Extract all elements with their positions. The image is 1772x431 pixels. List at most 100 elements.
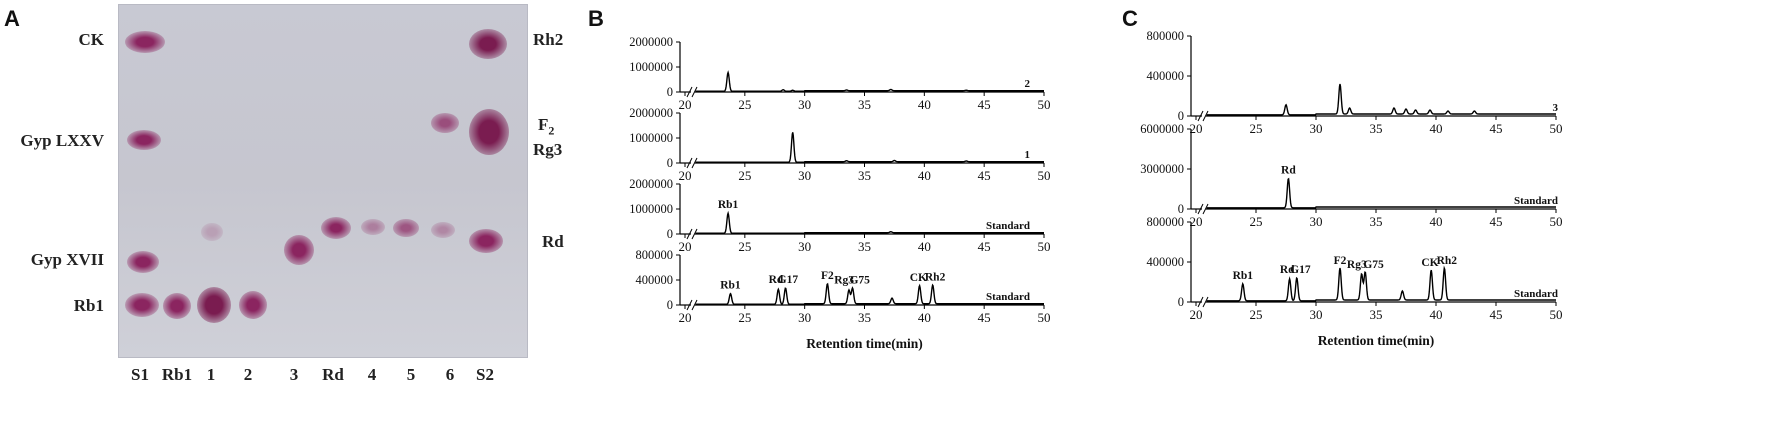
series-line (695, 132, 1044, 163)
x-tick-label: 45 (1490, 121, 1503, 136)
y-tick-label: 0 (1178, 202, 1184, 216)
x-tick-label: 20 (679, 97, 692, 112)
x-tick-label: 40 (918, 97, 931, 112)
x-tick-label: 35 (858, 310, 871, 325)
peak-label: Rb1 (718, 199, 739, 211)
lane-label: 2 (243, 365, 253, 384)
x-tick-label: 25 (738, 168, 751, 183)
tlc-spot (469, 229, 503, 253)
y-tick-label: 800000 (1147, 215, 1185, 229)
peak-label: G75 (1363, 259, 1384, 271)
series-label: 1 (1025, 149, 1031, 161)
tlc-spot (393, 219, 419, 237)
peak-label: G17 (1290, 264, 1311, 276)
y-tick-label: 3000000 (1140, 162, 1184, 176)
x-tick-label: 30 (1310, 214, 1323, 229)
tlc-spot (127, 251, 159, 273)
x-tick-label: 30 (798, 168, 811, 183)
y-tick-label: 1000000 (629, 131, 673, 145)
x-tick-label: 50 (1038, 239, 1051, 254)
x-tick-label: 20 (679, 168, 692, 183)
lane-label: 3 (289, 365, 299, 384)
x-tick-label: 40 (918, 168, 931, 183)
series-label: Standard (1514, 288, 1558, 300)
axis-break (691, 86, 698, 98)
x-tick-label: 40 (1430, 121, 1443, 136)
peak-label: Rb1 (720, 279, 741, 291)
tlc-label-rb1: Rb1 (73, 296, 104, 315)
x-tick-label: 35 (1370, 121, 1383, 136)
x-tick-label: 25 (738, 310, 751, 325)
tlc-spot (201, 223, 223, 241)
lane-label: S1 (131, 365, 149, 384)
y-tick-label: 400000 (1147, 69, 1185, 83)
x-tick-label: 20 (1190, 121, 1203, 136)
x-tick-label: 40 (1430, 214, 1443, 229)
lane-label: 1 (206, 365, 216, 384)
lane-label: 6 (445, 365, 455, 384)
peak-label: Rb1 (1233, 270, 1254, 282)
x-tick-label: 25 (1250, 214, 1263, 229)
x-tick-label: 35 (858, 97, 871, 112)
tlc-spot (321, 217, 351, 239)
peak-label: Rg3 (1347, 259, 1367, 271)
y-tick-label: 0 (1178, 109, 1184, 123)
panel-b-letter: B (588, 6, 604, 31)
peak-label: CK (910, 272, 927, 284)
x-tick-label: 50 (1038, 310, 1051, 325)
tlc-spot (239, 291, 267, 319)
y-tick-label: 800000 (636, 248, 674, 262)
peak-label: G17 (778, 274, 799, 286)
x-tick-label: 40 (1430, 307, 1443, 322)
series-line (1206, 177, 1556, 209)
y-tick-label: 800000 (1147, 29, 1185, 43)
tlc-spot (469, 109, 509, 155)
y-tick-label: 6000000 (1140, 122, 1184, 136)
tlc-spot (163, 293, 191, 319)
y-tick-label: 2000000 (629, 177, 673, 191)
panel-a-letter: A (4, 6, 20, 31)
x-tick-label: 25 (738, 239, 751, 254)
x-tick-label: 25 (1250, 307, 1263, 322)
tlc-label-rg3: Rg3 (533, 140, 563, 159)
y-tick-label: 0 (667, 85, 673, 99)
axis-break (1202, 203, 1209, 215)
axis-break (1197, 296, 1204, 308)
tlc-label-rh2: Rh2 (533, 30, 564, 49)
lane-label: 4 (367, 365, 377, 384)
x-tick-label: 35 (1370, 307, 1383, 322)
x-tick-label: 35 (858, 239, 871, 254)
y-tick-label: 0 (1178, 295, 1184, 309)
x-tick-label: 50 (1038, 97, 1051, 112)
y-tick-label: 1000000 (629, 60, 673, 74)
tlc-spot (469, 29, 507, 59)
tlc-spot (127, 130, 161, 150)
x-tick-label: 20 (679, 239, 692, 254)
series-label: Standard (1514, 195, 1558, 207)
y-tick-label: 2000000 (629, 106, 673, 120)
series-label: Standard (986, 220, 1030, 232)
series-line (695, 70, 1044, 92)
peak-label: G75 (849, 274, 870, 286)
tlc-spot (431, 222, 455, 238)
peak-label: F2 (1334, 255, 1347, 267)
tlc-spot (125, 31, 165, 53)
x-tick-label: 45 (978, 97, 991, 112)
tlc-label-gyp-lxxv: Gyp LXXV (20, 131, 104, 150)
axis-break (1197, 203, 1204, 215)
peak-label: Rg3 (834, 274, 854, 286)
tlc-plate (118, 4, 528, 358)
x-tick-label: 45 (1490, 214, 1503, 229)
axis-break (1202, 296, 1209, 308)
peak-label: F2 (821, 270, 834, 282)
x-axis-title: Retention time(min) (1318, 333, 1435, 348)
axis-break (686, 228, 693, 240)
lane-label: S2 (476, 365, 494, 384)
x-tick-label: 45 (978, 168, 991, 183)
x-tick-label: 30 (798, 239, 811, 254)
series-line (1206, 265, 1556, 302)
y-tick-label: 400000 (636, 273, 674, 287)
tlc-spot (431, 113, 459, 133)
series-label: 3 (1553, 102, 1559, 114)
x-tick-label: 35 (858, 168, 871, 183)
